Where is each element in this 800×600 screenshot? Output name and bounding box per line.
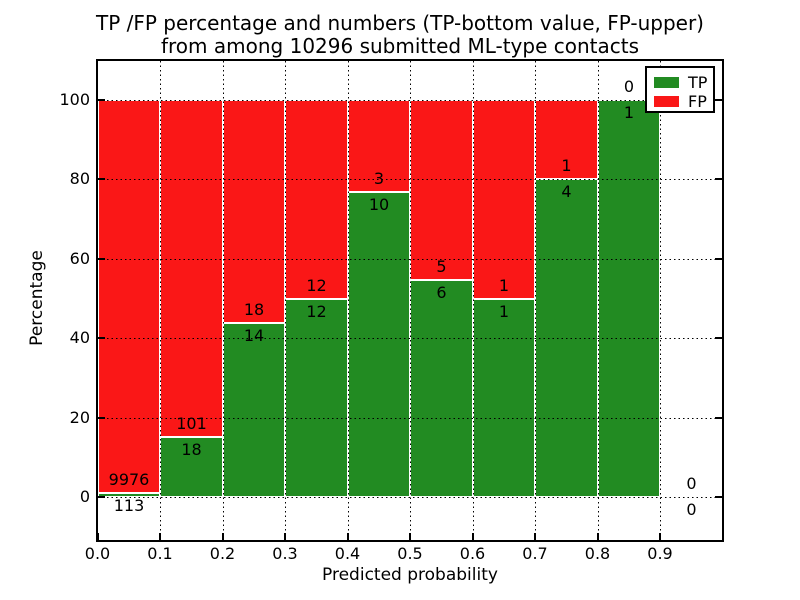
chart-title-line2: from among 10296 submitted ML-type conta… bbox=[160, 34, 640, 58]
fp-count-label: 5 bbox=[436, 257, 447, 277]
fp-count-label: 12 bbox=[306, 275, 327, 295]
x-tick-bottom bbox=[471, 533, 474, 540]
y-tick-right bbox=[715, 99, 722, 101]
tp-bar-segment bbox=[472, 298, 535, 497]
y-tick-right bbox=[715, 337, 722, 340]
x-tick-label: 0.9 bbox=[647, 544, 673, 563]
tp-bar-segment bbox=[160, 436, 223, 497]
fp-bar-segment bbox=[472, 100, 535, 299]
y-tick-left bbox=[98, 99, 105, 101]
legend-label-tp: TP bbox=[688, 73, 708, 92]
x-gridline bbox=[410, 61, 411, 540]
chart-title: TP /FP percentage and numbers (TP-bottom… bbox=[0, 12, 800, 58]
legend-label-fp: FP bbox=[688, 92, 707, 111]
y-tick-label: 60 bbox=[69, 248, 90, 268]
x-tick-bottom bbox=[596, 533, 599, 540]
x-gridline bbox=[535, 61, 536, 540]
tp-bar-segment bbox=[98, 492, 160, 497]
fp-count-label: 1 bbox=[561, 156, 572, 176]
fp-count-label: 101 bbox=[176, 413, 207, 433]
tp-count-label: 0 bbox=[686, 500, 697, 519]
x-tick-bottom bbox=[221, 533, 224, 540]
fp-count-label: 3 bbox=[373, 168, 385, 188]
x-tick-label: 0.6 bbox=[459, 544, 486, 563]
tp-count-label: 12 bbox=[306, 301, 327, 321]
fp-bar-segment bbox=[222, 100, 285, 324]
tp-color-swatch bbox=[654, 77, 679, 88]
x-gridline bbox=[285, 61, 286, 540]
chart-title-line1: TP /FP percentage and numbers (TP-bottom… bbox=[96, 11, 704, 35]
x-tick-label: 0.2 bbox=[209, 544, 236, 563]
fp-bar-segment bbox=[285, 100, 348, 299]
tp-count-label: 14 bbox=[243, 326, 265, 346]
y-tick-left bbox=[98, 178, 105, 181]
x-tick-label: 0.3 bbox=[272, 544, 298, 563]
tp-count-label: 4 bbox=[561, 182, 572, 202]
fp-count-label: 18 bbox=[243, 300, 265, 320]
y-tick-label: 0 bbox=[79, 487, 90, 506]
tp-bar-segment bbox=[410, 280, 473, 497]
x-tick-bottom bbox=[659, 533, 661, 540]
tp-count-label: 6 bbox=[436, 283, 447, 303]
tp-count-label: 10 bbox=[368, 194, 390, 214]
x-tick-bottom bbox=[284, 533, 286, 540]
y-tick-label: 40 bbox=[69, 328, 90, 348]
tp-bar-segment bbox=[347, 191, 410, 497]
x-gridline bbox=[472, 61, 474, 540]
x-tick-label: 0.1 bbox=[147, 544, 173, 563]
x-gridline bbox=[660, 61, 661, 540]
x-tick-bottom bbox=[159, 533, 161, 540]
tp-count-label: 18 bbox=[181, 439, 202, 459]
y-tick-left bbox=[98, 496, 105, 498]
x-gridline bbox=[222, 61, 224, 540]
fp-bar-segment bbox=[160, 100, 223, 437]
y-tick-right bbox=[715, 416, 722, 419]
y-tick-left bbox=[98, 337, 105, 340]
x-tick-bottom bbox=[98, 533, 99, 540]
x-gridline bbox=[160, 61, 161, 540]
x-tick-label: 0.4 bbox=[334, 544, 361, 563]
tp-count-label: 113 bbox=[113, 495, 145, 515]
tp-count-label: 1 bbox=[623, 103, 635, 122]
x-gridline bbox=[347, 61, 349, 540]
legend: TP FP bbox=[645, 66, 715, 113]
y-tick-label: 100 bbox=[59, 90, 90, 109]
fp-count-label: 1 bbox=[498, 275, 510, 295]
x-tick-label: 0.0 bbox=[84, 544, 111, 563]
fp-count-label: 9976 bbox=[108, 469, 150, 489]
tp-bar-segment bbox=[597, 100, 660, 497]
x-tick-bottom bbox=[346, 533, 349, 540]
tp-bar-segment bbox=[285, 298, 348, 497]
plot-area: 9976 113 101 18 18 14 12 12 3 10 5 6 1 1 1 4 0 1 0 0 bbox=[96, 59, 724, 542]
x-tick-label: 0.8 bbox=[584, 544, 611, 563]
y-tick-right bbox=[715, 496, 722, 498]
y-tick-left bbox=[98, 257, 105, 260]
legend-item-fp: FP bbox=[654, 92, 713, 111]
fp-color-swatch bbox=[654, 96, 679, 107]
fp-bar-segment bbox=[410, 100, 473, 281]
y-tick-left bbox=[98, 416, 105, 419]
y-tick-label: 20 bbox=[69, 407, 90, 427]
tp-count-label: 1 bbox=[498, 301, 510, 321]
x-tick-label: 0.5 bbox=[397, 544, 423, 563]
fp-bar-segment bbox=[98, 100, 160, 493]
fp-bar-segment bbox=[535, 100, 598, 180]
x-tick-label: 0.7 bbox=[522, 544, 548, 563]
y-tick-right bbox=[715, 178, 722, 181]
x-axis-label: Predicted probability bbox=[322, 565, 498, 585]
y-tick-right bbox=[715, 257, 722, 260]
legend-item-tp: TP bbox=[654, 73, 713, 92]
fp-count-label: 0 bbox=[686, 474, 697, 493]
x-tick-bottom bbox=[409, 533, 411, 540]
fp-count-label: 0 bbox=[623, 77, 635, 96]
tp-bar-segment bbox=[222, 323, 285, 497]
x-tick-bottom bbox=[534, 533, 536, 540]
y-tick-label: 80 bbox=[69, 169, 90, 189]
x-gridline bbox=[597, 61, 599, 540]
